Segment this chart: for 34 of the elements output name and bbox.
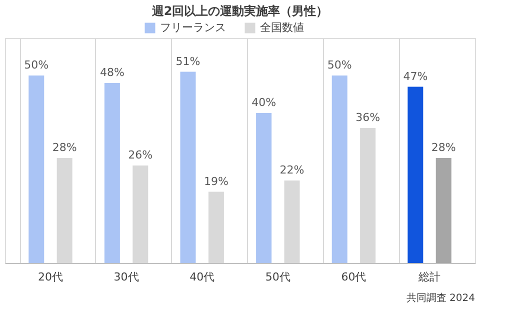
data-label: 50% bbox=[24, 58, 49, 72]
data-label: 19% bbox=[204, 174, 228, 188]
bar bbox=[256, 113, 272, 263]
bar bbox=[208, 192, 224, 263]
data-label: 28% bbox=[431, 141, 456, 154]
chart-title: 週2回以上の運動実施率（男性） bbox=[150, 4, 328, 18]
data-label: 36% bbox=[356, 111, 380, 124]
bar bbox=[436, 158, 452, 263]
bar bbox=[104, 83, 120, 263]
bar bbox=[28, 76, 44, 263]
data-label: 26% bbox=[128, 148, 153, 162]
data-label: 40% bbox=[252, 96, 276, 109]
x-tick-label: 60代 bbox=[341, 270, 366, 284]
bar bbox=[284, 180, 300, 263]
bar bbox=[56, 158, 72, 263]
data-label: 47% bbox=[403, 70, 428, 83]
x-tick-label: 総計 bbox=[418, 270, 441, 284]
data-label: 22% bbox=[280, 164, 304, 176]
legend-label: 全国数値 bbox=[260, 21, 304, 34]
bar bbox=[332, 76, 348, 263]
x-tick-label: 20代 bbox=[38, 270, 63, 284]
legend-label: フリーランス bbox=[160, 21, 226, 34]
x-tick-label: 50代 bbox=[265, 270, 290, 284]
data-label: 48% bbox=[100, 66, 124, 79]
x-tick-label: 40代 bbox=[190, 270, 215, 284]
data-label: 28% bbox=[52, 141, 77, 154]
bar bbox=[180, 72, 196, 263]
x-tick-label: 30代 bbox=[114, 270, 139, 284]
bar bbox=[132, 166, 148, 263]
bar bbox=[408, 86, 424, 263]
text: 共同調査 2024 bbox=[406, 292, 475, 304]
data-label: 51% bbox=[176, 54, 200, 68]
bar bbox=[360, 128, 376, 263]
data-label: 50% bbox=[327, 58, 352, 72]
